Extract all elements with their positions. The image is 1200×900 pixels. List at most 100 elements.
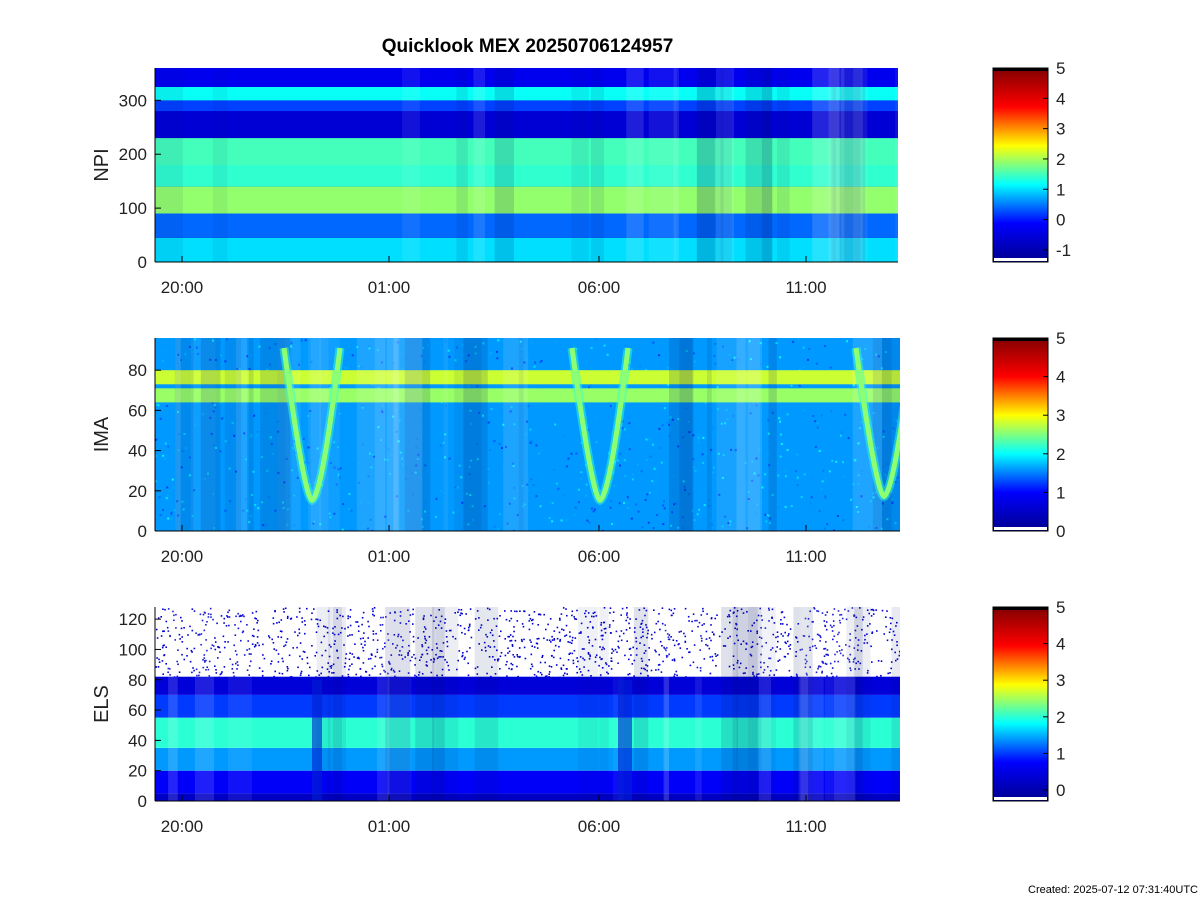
noise-dot: [570, 642, 573, 644]
noise-dot: [461, 654, 464, 657]
noise-dot: [580, 478, 582, 480]
noise-dot: [392, 643, 394, 645]
noise-dot: [775, 342, 778, 344]
noise-dot: [180, 616, 182, 619]
noise-dot: [728, 495, 731, 498]
noise-dot: [513, 497, 516, 500]
noise-dot: [787, 634, 789, 637]
noise-dot: [514, 639, 517, 642]
noise-dot: [630, 654, 632, 656]
noise-dot: [474, 618, 477, 620]
noise-dot: [822, 469, 825, 472]
noise-dot: [714, 362, 717, 365]
texture-stripe: [812, 68, 840, 262]
noise-dot: [628, 435, 631, 438]
noise-dot: [349, 652, 351, 654]
noise-dot: [202, 666, 205, 669]
noise-dot: [871, 631, 874, 633]
noise-dot: [487, 468, 490, 470]
noise-dot: [181, 636, 183, 638]
noise-dot: [711, 523, 714, 526]
noise-dot: [247, 640, 249, 642]
noise-dot: [814, 644, 816, 647]
noise-dot: [748, 340, 751, 343]
noise-dot: [229, 500, 232, 503]
noise-dot: [459, 614, 461, 617]
noise-dot: [752, 665, 754, 668]
noise-dot: [181, 500, 184, 503]
noise-dot: [884, 473, 887, 476]
noise-dot: [541, 654, 544, 657]
noise-dot: [788, 645, 790, 648]
noise-dot: [600, 634, 603, 637]
y-tick-label: 60: [128, 701, 147, 720]
noise-dot: [769, 517, 772, 520]
noise-dot: [529, 618, 532, 620]
noise-dot: [539, 505, 542, 508]
noise-dot: [562, 607, 565, 609]
noise-dot: [290, 469, 293, 472]
noise-dot: [300, 670, 303, 673]
noise-dot: [666, 633, 669, 635]
noise-dot: [478, 629, 480, 631]
noise-dot: [454, 637, 457, 640]
noise-dot: [546, 639, 549, 641]
noise-dot: [667, 383, 670, 386]
noise-dot: [732, 655, 735, 657]
noise-dot: [298, 628, 300, 631]
noise-dot: [641, 526, 644, 529]
texture-stripe: [664, 607, 670, 801]
noise-dot: [442, 441, 445, 444]
noise-dot: [826, 523, 829, 526]
noise-dot: [737, 659, 739, 662]
noise-dot: [216, 622, 218, 625]
noise-dot: [709, 519, 712, 522]
noise-dot: [638, 609, 641, 611]
noise-dot: [693, 644, 696, 646]
noise-dot: [435, 497, 438, 500]
noise-dot: [573, 616, 575, 618]
noise-dot: [825, 621, 828, 623]
texture-stripe: [190, 338, 216, 531]
noise-dot: [523, 638, 525, 641]
noise-dot: [823, 648, 825, 650]
noise-dot: [165, 646, 167, 648]
noise-dot: [164, 442, 167, 445]
noise-dot: [713, 355, 716, 357]
noise-dot: [372, 630, 375, 632]
noise-dot: [349, 634, 351, 636]
noise-dot: [885, 625, 887, 628]
noise-dot: [659, 628, 661, 631]
noise-dot: [402, 463, 405, 466]
texture-stripe: [248, 338, 254, 531]
noise-dot: [673, 644, 676, 647]
noise-dot: [627, 506, 630, 509]
noise-dot: [562, 629, 565, 631]
noise-dot: [729, 635, 731, 638]
noise-dot: [612, 611, 615, 613]
texture-stripe: [824, 607, 834, 801]
noise-dot: [212, 645, 215, 647]
x-tick-label: 11:00: [785, 278, 826, 297]
noise-dot: [347, 617, 349, 620]
noise-dot: [654, 649, 656, 652]
noise-dot: [507, 647, 509, 649]
noise-dot: [587, 652, 590, 654]
texture-stripe: [356, 338, 386, 531]
noise-dot: [824, 662, 827, 665]
noise-dot: [789, 648, 791, 650]
noise-dot: [308, 674, 310, 677]
noise-dot: [188, 474, 191, 477]
noise-dot: [506, 660, 508, 663]
noise-dot: [722, 345, 724, 348]
noise-dot: [817, 667, 819, 670]
noise-dot: [381, 411, 384, 413]
texture-stripe: [833, 607, 856, 801]
noise-dot: [356, 346, 359, 348]
noise-dot: [751, 479, 754, 482]
noise-dot: [163, 630, 165, 632]
noise-dot: [706, 644, 709, 647]
noise-dot: [661, 622, 664, 625]
noise-dot: [158, 496, 161, 499]
